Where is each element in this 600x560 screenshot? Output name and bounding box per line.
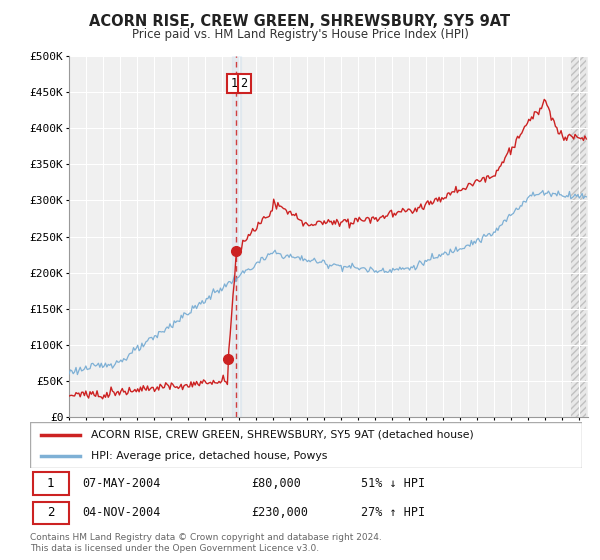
Text: 51% ↓ HPI: 51% ↓ HPI bbox=[361, 477, 425, 490]
FancyBboxPatch shape bbox=[30, 422, 582, 468]
Text: 2: 2 bbox=[47, 506, 55, 519]
Text: Price paid vs. HM Land Registry's House Price Index (HPI): Price paid vs. HM Land Registry's House … bbox=[131, 28, 469, 41]
Text: ACORN RISE, CREW GREEN, SHREWSBURY, SY5 9AT (detached house): ACORN RISE, CREW GREEN, SHREWSBURY, SY5 … bbox=[91, 430, 473, 440]
Text: 04-NOV-2004: 04-NOV-2004 bbox=[82, 506, 161, 519]
Text: 1: 1 bbox=[230, 77, 238, 90]
Text: Contains HM Land Registry data © Crown copyright and database right 2024.
This d: Contains HM Land Registry data © Crown c… bbox=[30, 533, 382, 553]
Text: £230,000: £230,000 bbox=[251, 506, 308, 519]
Polygon shape bbox=[571, 56, 586, 417]
Text: HPI: Average price, detached house, Powys: HPI: Average price, detached house, Powy… bbox=[91, 451, 327, 461]
Text: ACORN RISE, CREW GREEN, SHREWSBURY, SY5 9AT: ACORN RISE, CREW GREEN, SHREWSBURY, SY5 … bbox=[89, 14, 511, 29]
Text: 27% ↑ HPI: 27% ↑ HPI bbox=[361, 506, 425, 519]
Text: 1: 1 bbox=[47, 477, 55, 490]
Text: £80,000: £80,000 bbox=[251, 477, 301, 490]
FancyBboxPatch shape bbox=[33, 502, 68, 524]
Text: 07-MAY-2004: 07-MAY-2004 bbox=[82, 477, 161, 490]
FancyBboxPatch shape bbox=[33, 472, 68, 494]
Text: 2: 2 bbox=[241, 77, 248, 90]
Bar bbox=[232, 56, 241, 417]
